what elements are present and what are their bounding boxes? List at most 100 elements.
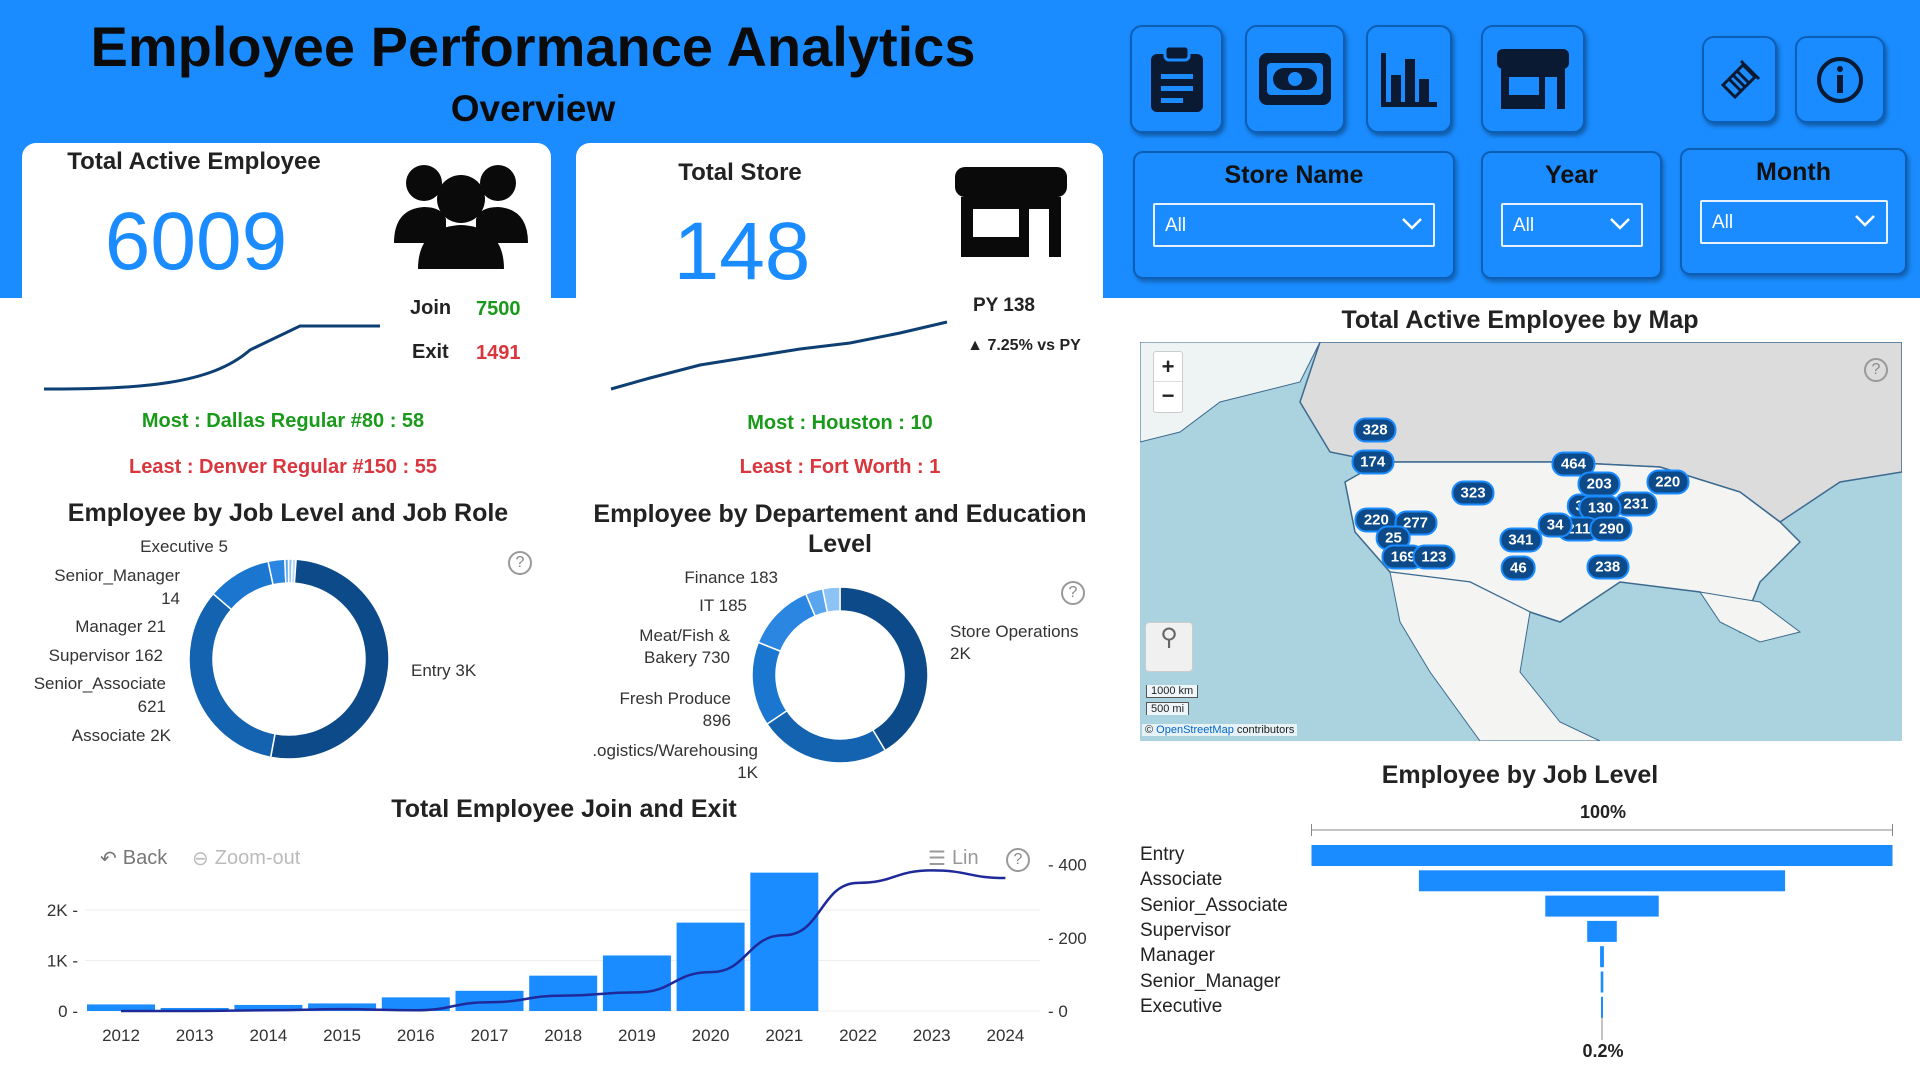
openstreetmap-link[interactable]: OpenStreetMap [1156, 724, 1234, 736]
map-marker[interactable]: 203 [1577, 471, 1621, 497]
right-tick-label: - 200 [1048, 929, 1087, 948]
clipboard-icon [1150, 44, 1203, 112]
map-marker[interactable]: 341 [1499, 527, 1543, 553]
lasso-select-button[interactable]: ⚲ [1145, 622, 1193, 672]
help-icon[interactable]: ? [1061, 581, 1085, 605]
x-tick-label: 2016 [397, 1026, 435, 1045]
month-slicer: Month All [1680, 148, 1907, 275]
label-associate: Associate 2K [71, 726, 171, 745]
zoom-out-icon: ⊖ [192, 848, 209, 870]
exit-line[interactable] [120, 869, 1006, 1013]
map-marker[interactable]: 328 [1353, 417, 1397, 443]
x-tick-label: 2024 [986, 1026, 1024, 1045]
year-slicer: Year All [1481, 151, 1662, 279]
funnel-bar-manager[interactable] [1600, 946, 1604, 968]
donut-slice-entry[interactable] [269, 558, 390, 760]
map-marker[interactable]: 174 [1351, 449, 1395, 475]
funnel-bar-associate[interactable] [1418, 870, 1786, 892]
label-meat-fish: Meat/Fish & [639, 626, 730, 645]
least-store-city: Least : Fort Worth : 1 [739, 456, 941, 478]
zoom-out-button[interactable]: ⊖ Zoom-out [192, 846, 300, 871]
join-bar-2017[interactable] [455, 990, 524, 1011]
map-marker[interactable]: 34 [1537, 512, 1573, 538]
funnel-label: Manager [1140, 945, 1215, 967]
x-tick-label: 2021 [765, 1026, 803, 1045]
map-marker[interactable]: 290 [1589, 516, 1633, 542]
donut-slice-store-operations[interactable] [839, 586, 929, 752]
help-icon[interactable]: ? [1006, 848, 1030, 872]
nav-finance-button[interactable] [1245, 25, 1345, 133]
donut-slice-executive[interactable] [290, 558, 297, 584]
linear-scale-toggle[interactable]: ☰ Lin [928, 846, 979, 871]
nav-report-button[interactable] [1130, 25, 1223, 133]
zoom-out-label: Zoom-out [214, 847, 301, 869]
chevron-down-icon [1855, 215, 1875, 227]
x-tick-label: 2020 [692, 1026, 730, 1045]
slicer-label: Month [1756, 158, 1831, 186]
map-marker[interactable]: 323 [1451, 480, 1495, 506]
month-dropdown[interactable]: All [1700, 200, 1888, 244]
job-level-role-title: Employee by Job Level and Job Role [67, 499, 509, 527]
join-bar-2012[interactable] [87, 1004, 155, 1011]
map-marker[interactable]: 46 [1501, 555, 1536, 581]
x-tick-label: 2022 [839, 1026, 877, 1045]
label-senior-manager-value: 14 [161, 589, 180, 608]
info-button[interactable] [1795, 36, 1885, 123]
year-dropdown[interactable]: All [1501, 203, 1643, 247]
join-bar-2019[interactable] [602, 955, 671, 1011]
clear-filters-button[interactable] [1702, 36, 1777, 123]
scale-km: 1000 km [1146, 685, 1199, 698]
back-button[interactable]: ↶ Back [100, 846, 167, 871]
department-education-title: Employee by Departement and Education Le… [593, 500, 1087, 558]
label-logistics: .ogistics/Warehousing [592, 741, 758, 760]
join-bar-2018[interactable] [529, 975, 598, 1011]
funnel-top-label: 100% [1579, 802, 1627, 822]
chevron-down-icon [1610, 218, 1630, 230]
funnel-bar-senior_manager[interactable] [1600, 971, 1604, 993]
map-zoom-out-button[interactable]: − [1161, 383, 1175, 408]
employee-map[interactable]: + − ? ⚲ 1000 km 500 mi © OpenStreetMap c… [1140, 342, 1902, 741]
x-tick-label: 2019 [618, 1026, 656, 1045]
map-marker[interactable]: 220 [1646, 469, 1690, 495]
funnel-label: Entry [1140, 844, 1185, 865]
join-bar-2013[interactable] [160, 1007, 229, 1011]
bar-chart-icon [1381, 53, 1437, 107]
map-marker[interactable]: 238 [1586, 554, 1630, 580]
help-icon[interactable]: ? [508, 551, 532, 575]
funnel-label: Senior_Manager [1140, 970, 1281, 992]
dropdown-value: All [1165, 215, 1187, 236]
exit-value: 1491 [476, 342, 521, 364]
map-marker[interactable]: 231 [1614, 491, 1658, 517]
money-icon [1259, 53, 1331, 105]
label-it: IT 185 [699, 596, 747, 615]
label-fresh-produce: Fresh Produce [619, 689, 732, 708]
funnel-bar-supervisor[interactable] [1587, 920, 1617, 942]
map-zoom-in-button[interactable]: + [1154, 352, 1182, 382]
label-fresh-produce-value: 896 [702, 711, 731, 730]
map-attribution: © OpenStreetMap contributors [1142, 724, 1298, 736]
help-icon[interactable]: ? [1864, 358, 1888, 382]
funnel-bar-executive[interactable] [1601, 996, 1603, 1018]
funnel-bar-senior_associate[interactable] [1545, 895, 1659, 917]
nav-chart-button[interactable] [1366, 25, 1452, 133]
prior-year-value: PY 138 [973, 295, 1035, 316]
funnel-bar-entry[interactable] [1311, 845, 1893, 866]
label-finance: Finance 183 [684, 568, 778, 587]
kpi-value: 148 [673, 206, 811, 297]
join-bar-2016[interactable] [381, 997, 450, 1011]
map-marker[interactable]: 123 [1412, 544, 1456, 570]
join-bar-2015[interactable] [308, 1003, 377, 1011]
donut-slice-finance[interactable] [821, 586, 841, 614]
most-store-city: Most : Houston : 10 [747, 412, 933, 434]
label-senior-associate-value: 621 [137, 697, 166, 716]
x-tick-label: 2018 [544, 1026, 582, 1045]
store-name-dropdown[interactable]: All [1153, 203, 1435, 247]
join-bar-2014[interactable] [234, 1004, 303, 1011]
page-title: Employee Performance Analytics [90, 15, 976, 78]
store-sparkline [610, 320, 948, 391]
most-employee-store: Most : Dallas Regular #80 : 58 [141, 410, 425, 432]
nav-store-button[interactable] [1481, 25, 1585, 133]
exit-label: Exit [412, 341, 449, 363]
x-tick-label: 2023 [913, 1026, 951, 1045]
